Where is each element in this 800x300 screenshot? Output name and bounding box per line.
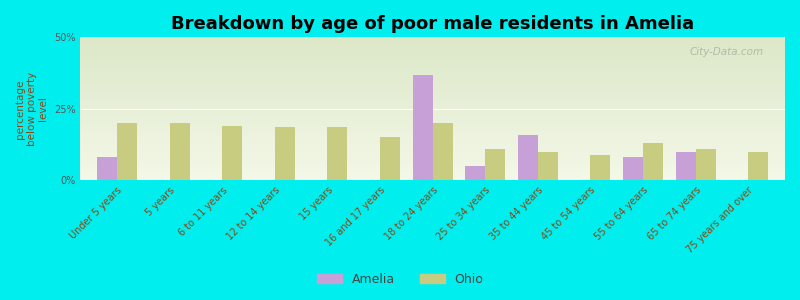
Bar	[327, 128, 347, 180]
Bar	[748, 152, 768, 180]
Text: City-Data.com: City-Data.com	[690, 47, 764, 57]
Bar	[433, 123, 453, 180]
Bar	[518, 135, 538, 180]
Bar	[623, 158, 643, 180]
Bar	[538, 152, 558, 180]
Bar	[170, 123, 190, 180]
Bar	[97, 158, 117, 180]
Bar	[643, 143, 663, 180]
Bar	[222, 126, 242, 180]
Bar	[275, 128, 295, 180]
Bar	[695, 149, 715, 180]
Bar	[486, 149, 506, 180]
Bar	[117, 123, 137, 180]
Y-axis label: percentage
below poverty
level: percentage below poverty level	[15, 72, 48, 146]
Bar	[413, 74, 433, 180]
Legend: Amelia, Ohio: Amelia, Ohio	[311, 268, 489, 291]
Bar	[466, 166, 486, 180]
Bar	[590, 154, 610, 180]
Title: Breakdown by age of poor male residents in Amelia: Breakdown by age of poor male residents …	[171, 15, 694, 33]
Bar	[676, 152, 695, 180]
Bar	[380, 137, 400, 180]
